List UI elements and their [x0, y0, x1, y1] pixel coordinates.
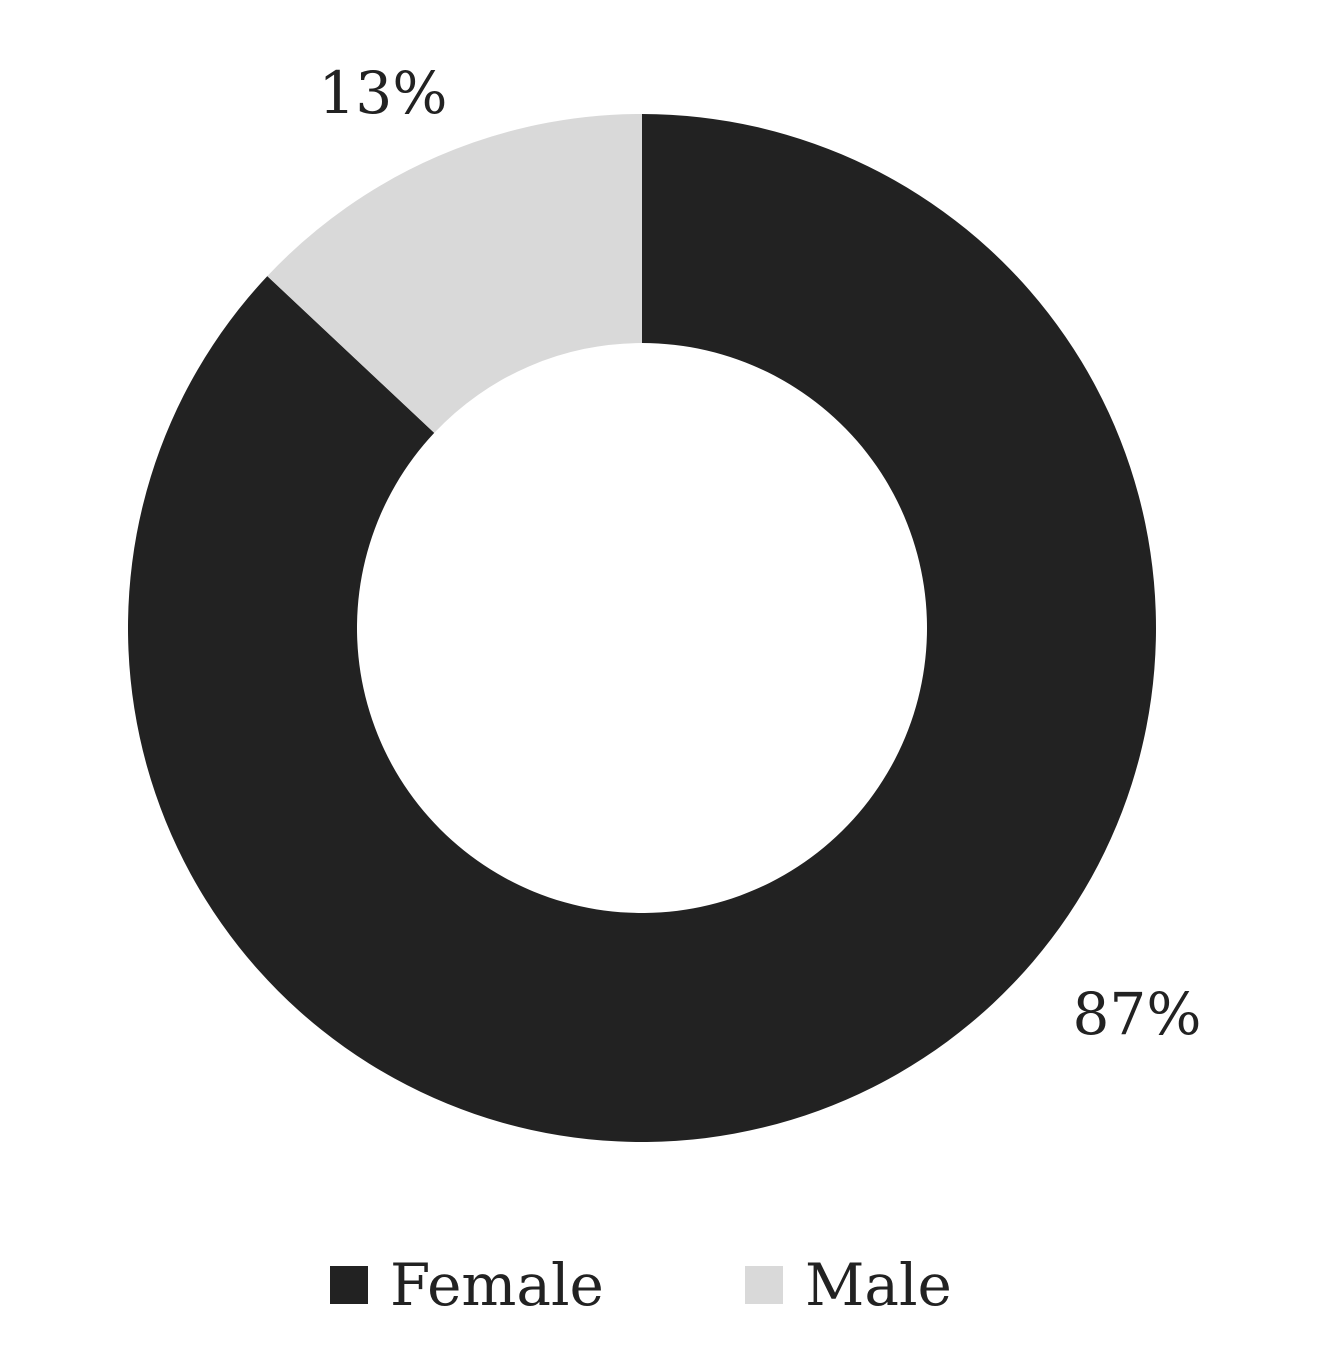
legend-swatch-female [330, 1266, 368, 1304]
slice-male [267, 114, 642, 433]
legend-label-male: Male [805, 1251, 952, 1319]
slice-female [127, 114, 1156, 1143]
legend: Female Male [330, 1251, 952, 1319]
legend-swatch-male [745, 1266, 783, 1304]
legend-label-female: Female [390, 1251, 604, 1319]
data-label-male: 13% [319, 59, 448, 127]
slices [127, 114, 1156, 1143]
data-label-female: 87% [1073, 980, 1202, 1048]
